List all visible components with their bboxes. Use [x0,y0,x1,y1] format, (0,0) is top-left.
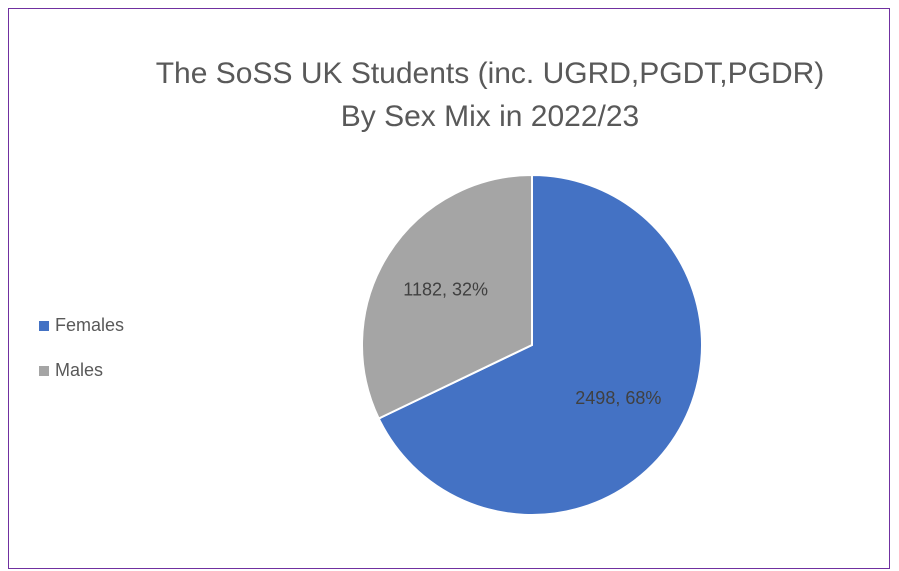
chart-title: The SoSS UK Students (inc. UGRD,PGDT,PGD… [156,57,825,90]
data-label: 2498, 68% [575,388,661,408]
legend-label: Males [55,360,103,380]
legend-swatch [39,321,49,331]
data-label: 1182, 32% [403,279,488,299]
pie-slice [377,173,703,516]
legend-label: Females [55,315,124,335]
legend-swatch [39,366,49,376]
chart-title: By Sex Mix in 2022/23 [341,100,640,133]
pie-slice [361,173,533,420]
